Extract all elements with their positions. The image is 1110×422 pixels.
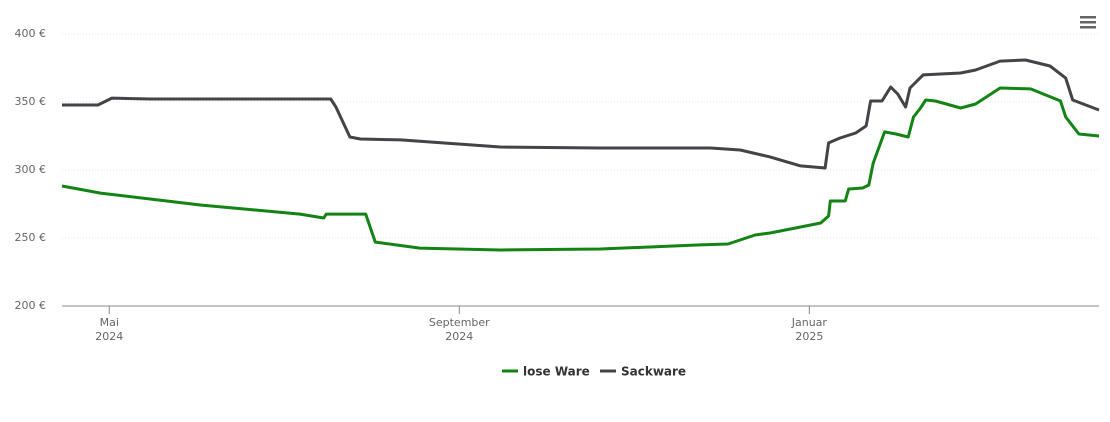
legend-label: lose Ware [523,365,590,379]
menu-bar [1080,26,1096,29]
x-tick-label-line: Mai [100,316,119,329]
y-tick-label: 250 € [15,231,47,244]
x-tick-label: September 2024 [429,316,490,343]
menu-button[interactable] [1078,12,1098,32]
x-tick-label-line: 2024 [445,330,473,343]
legend-label: Sackware [621,365,686,379]
y-tick-label: 300 € [15,163,47,176]
x-tick-label-line: 2024 [95,330,123,343]
x-tick-label: Mai 2024 [95,316,123,343]
y-tick-label: 350 € [15,95,47,108]
series-line [62,58,1100,170]
legend: lose Ware Sackware [502,365,686,379]
x-tick-label: Januar 2025 [791,316,828,343]
x-tick-label-line: September [429,316,490,329]
menu-bar [1080,21,1096,24]
menu-bar [1080,16,1096,19]
y-tick-label: 400 € [15,27,47,40]
series-line [61,86,1100,252]
y-tick-label: 200 € [15,299,47,312]
x-tick-label-line: 2025 [795,330,823,343]
x-tick-label-line: Januar [791,316,828,329]
